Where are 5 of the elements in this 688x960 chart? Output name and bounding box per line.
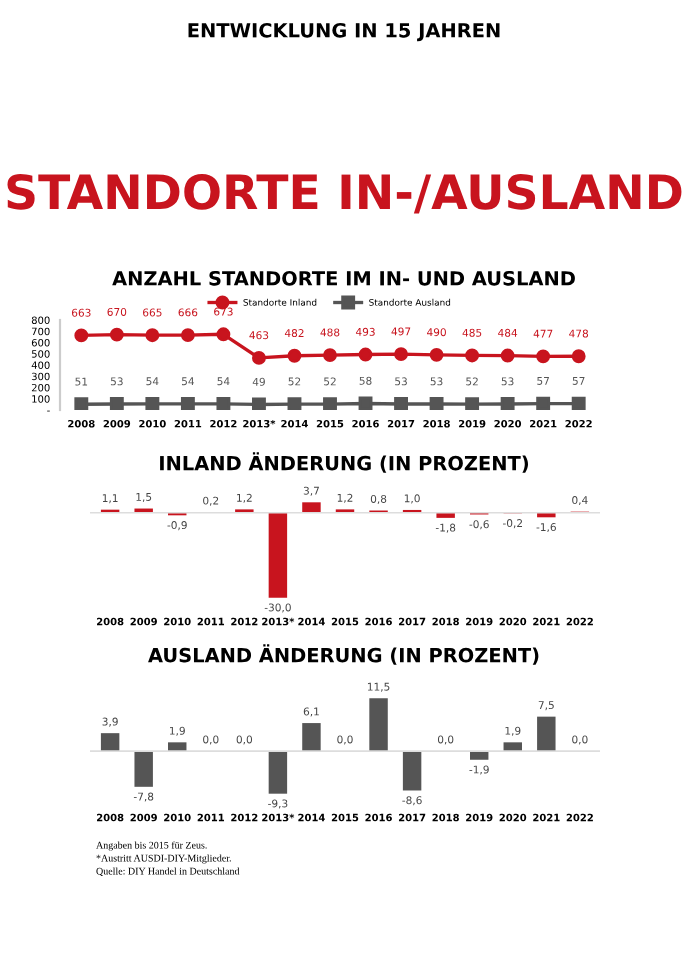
text: ENTWICKLUNG IN 15 JAHREN — [188, 22, 500, 42]
chart-title: AUSLAND ÄNDERUNG (IN PROZENT) — [148, 644, 539, 665]
chart-title: INLAND ÄNDERUNG (IN PROZENT) — [160, 452, 529, 473]
chart-title: ANZAHL STANDORTE IM IN- UND AUSLAND — [112, 270, 575, 286]
text: STANDORTE IN-/AUSLAND — [7, 173, 682, 214]
